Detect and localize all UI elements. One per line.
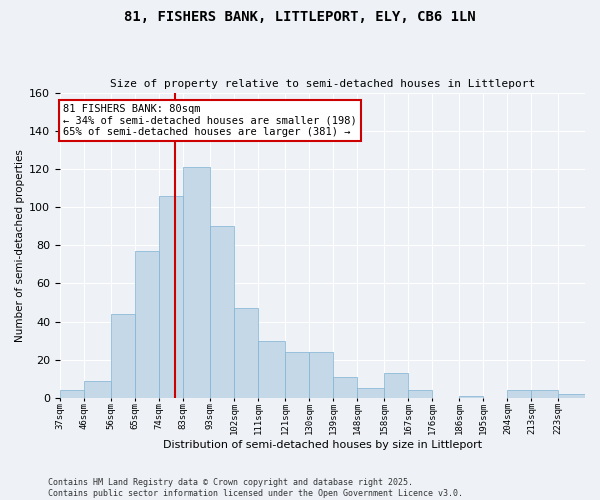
Bar <box>285 352 309 398</box>
Bar <box>459 396 483 398</box>
Text: Contains HM Land Registry data © Crown copyright and database right 2025.
Contai: Contains HM Land Registry data © Crown c… <box>48 478 463 498</box>
Bar <box>358 388 384 398</box>
X-axis label: Distribution of semi-detached houses by size in Littleport: Distribution of semi-detached houses by … <box>163 440 482 450</box>
Bar <box>558 394 585 398</box>
Bar <box>258 341 285 398</box>
Bar <box>84 381 111 398</box>
Bar <box>159 196 183 398</box>
Bar <box>508 390 532 398</box>
Y-axis label: Number of semi-detached properties: Number of semi-detached properties <box>15 149 25 342</box>
Bar <box>384 373 408 398</box>
Bar <box>183 167 210 398</box>
Bar <box>60 390 84 398</box>
Bar <box>309 352 333 398</box>
Bar <box>408 390 433 398</box>
Bar <box>210 226 234 398</box>
Text: 81 FISHERS BANK: 80sqm
← 34% of semi-detached houses are smaller (198)
65% of se: 81 FISHERS BANK: 80sqm ← 34% of semi-det… <box>62 104 356 137</box>
Bar <box>135 251 159 398</box>
Bar <box>532 390 558 398</box>
Text: 81, FISHERS BANK, LITTLEPORT, ELY, CB6 1LN: 81, FISHERS BANK, LITTLEPORT, ELY, CB6 1… <box>124 10 476 24</box>
Bar <box>111 314 135 398</box>
Bar <box>333 377 358 398</box>
Title: Size of property relative to semi-detached houses in Littleport: Size of property relative to semi-detach… <box>110 79 535 89</box>
Bar <box>234 308 258 398</box>
